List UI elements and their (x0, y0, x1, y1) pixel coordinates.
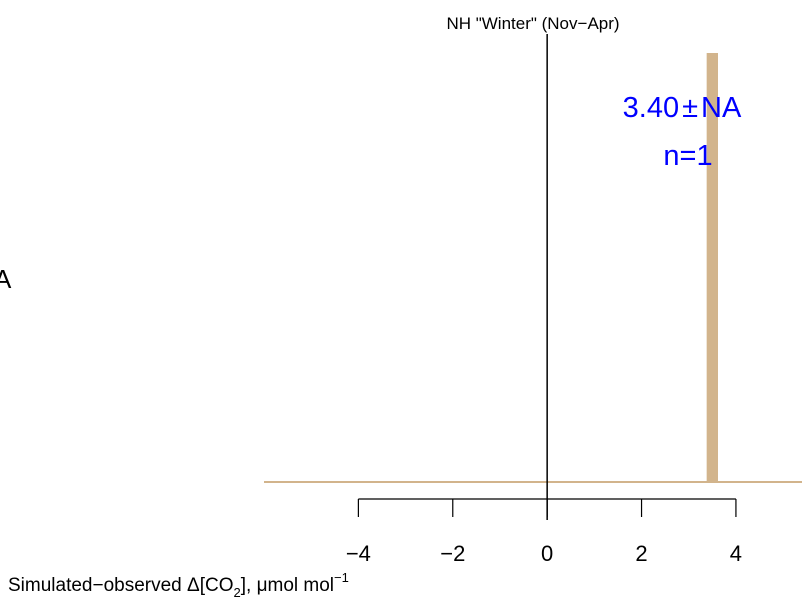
x-tick-label-2: 0 (541, 541, 553, 566)
x-axis-label-prefix: Simulated−observed Δ[CO (8, 575, 234, 596)
x-axis-label-subscript: 2 (234, 585, 241, 600)
x-axis-label-middle: ], μmol mol (241, 575, 334, 596)
annotation-mean-value: 3.40 (623, 92, 679, 124)
annotation-pm-symbol: ± (682, 92, 698, 124)
annotation-sd-value: NA (701, 92, 742, 124)
x-axis-label-superscript: −1 (334, 570, 349, 585)
annotation-mean: 3.40 ± NA (623, 92, 742, 124)
annotation-count: n=1 (663, 140, 712, 172)
left-edge-text: A (0, 264, 12, 294)
x-tick-label-4: 4 (730, 541, 742, 566)
plot-area: −4 −2 0 2 4 (264, 34, 802, 566)
x-axis-label: Simulated−observed Δ[CO2], μmol mol−1 (8, 570, 349, 600)
chart-title: NH "Winter" (Nov−Apr) (446, 14, 619, 33)
histogram-bar-0 (706, 53, 718, 482)
x-tick-label-1: −2 (440, 541, 465, 566)
x-tick-label-0: −4 (346, 541, 371, 566)
x-tick-label-3: 2 (635, 541, 647, 566)
